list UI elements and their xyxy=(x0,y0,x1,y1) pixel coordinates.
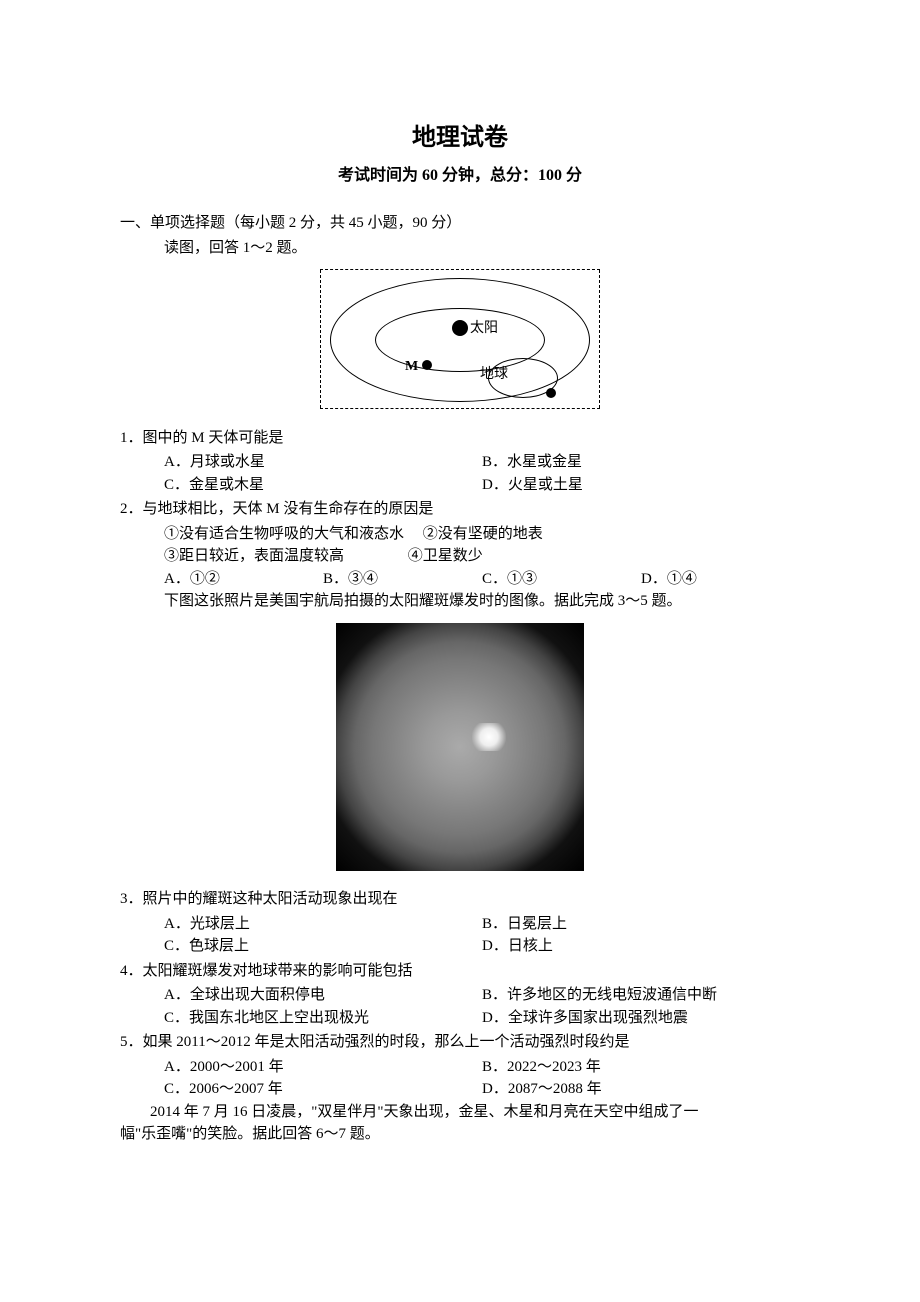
figure-sun xyxy=(336,623,584,871)
q1-option-a: A．月球或水星 xyxy=(164,451,482,474)
q2-option-b: B．③④ xyxy=(323,568,482,591)
q1-stem: 1．图中的 M 天体可能是 xyxy=(120,427,800,450)
q5-option-d: D．2087～2088 年 xyxy=(482,1078,800,1101)
q4-option-a: A．全球出现大面积停电 xyxy=(164,984,482,1007)
q5-stem: 5．如果 2011～2012 年是太阳活动强烈的时段，那么上一个活动强烈时段约是 xyxy=(120,1031,800,1054)
q3-stem: 3．照片中的耀斑这种太阳活动现象出现在 xyxy=(120,888,800,911)
q2-cond-3: ③距日较近，表面温度较高 xyxy=(164,548,344,564)
intro-q6-q7-line1: 2014 年 7 月 16 日凌晨，"双星伴月"天象出现，金星、木星和月亮在天空… xyxy=(120,1101,800,1124)
q3-option-c: C．色球层上 xyxy=(164,935,482,958)
intro-q6-q7-line2: 幅"乐歪嘴"的笑脸。据此回答 6～7 题。 xyxy=(120,1123,800,1146)
section-heading: 一、单项选择题（每小题 2 分，共 45 小题，90 分） xyxy=(120,212,800,235)
q1-option-c: C．金星或木星 xyxy=(164,474,482,497)
page-title: 地理试卷 xyxy=(120,120,800,156)
figure-sun-wrapper xyxy=(120,623,800,879)
q3-option-b: B．日冕层上 xyxy=(482,913,800,936)
q5-option-c: C．2006～2007 年 xyxy=(164,1078,482,1101)
q2-cond-1: ①没有适合生物呼吸的大气和液态水 xyxy=(164,526,404,542)
q2-stem: 2．与地球相比，天体 M 没有生命存在的原因是 xyxy=(120,498,800,521)
m-label: M xyxy=(405,356,418,377)
q4-option-c: C．我国东北地区上空出现极光 xyxy=(164,1007,482,1030)
q3-option-a: A．光球层上 xyxy=(164,913,482,936)
q1-option-d: D．火星或土星 xyxy=(482,474,800,497)
figure-orbit: 太阳 M 地球 xyxy=(120,269,800,417)
sun-dot xyxy=(452,320,468,336)
q2-option-a: A．①② xyxy=(164,568,323,591)
q5-option-a: A．2000～2001 年 xyxy=(164,1056,482,1079)
page-subtitle: 考试时间为 60 分钟，总分：100 分 xyxy=(120,164,800,188)
q3-option-d: D．日核上 xyxy=(482,935,800,958)
sun-label: 太阳 xyxy=(470,318,498,339)
intro-q3-q5: 下图这张照片是美国宇航局拍摄的太阳耀斑爆发时的图像。据此完成 3～5 题。 xyxy=(120,590,800,613)
q4-option-b: B．许多地区的无线电短波通信中断 xyxy=(482,984,800,1007)
q2-option-c: C．①③ xyxy=(482,568,641,591)
earth-label: 地球 xyxy=(480,364,508,385)
q2-cond-2: ②没有坚硬的地表 xyxy=(423,526,543,542)
q1-option-b: B．水星或金星 xyxy=(482,451,800,474)
q2-option-d: D．①④ xyxy=(641,568,800,591)
q5-option-b: B．2022～2023 年 xyxy=(482,1056,800,1079)
q4-option-d: D．全球许多国家出现强烈地震 xyxy=(482,1007,800,1030)
earth-dot xyxy=(546,388,556,398)
m-dot xyxy=(422,360,432,370)
q2-cond-4: ④卫星数少 xyxy=(408,548,483,564)
intro-q1-q2: 读图，回答 1～2 题。 xyxy=(120,237,800,260)
q4-stem: 4．太阳耀斑爆发对地球带来的影响可能包括 xyxy=(120,960,800,983)
